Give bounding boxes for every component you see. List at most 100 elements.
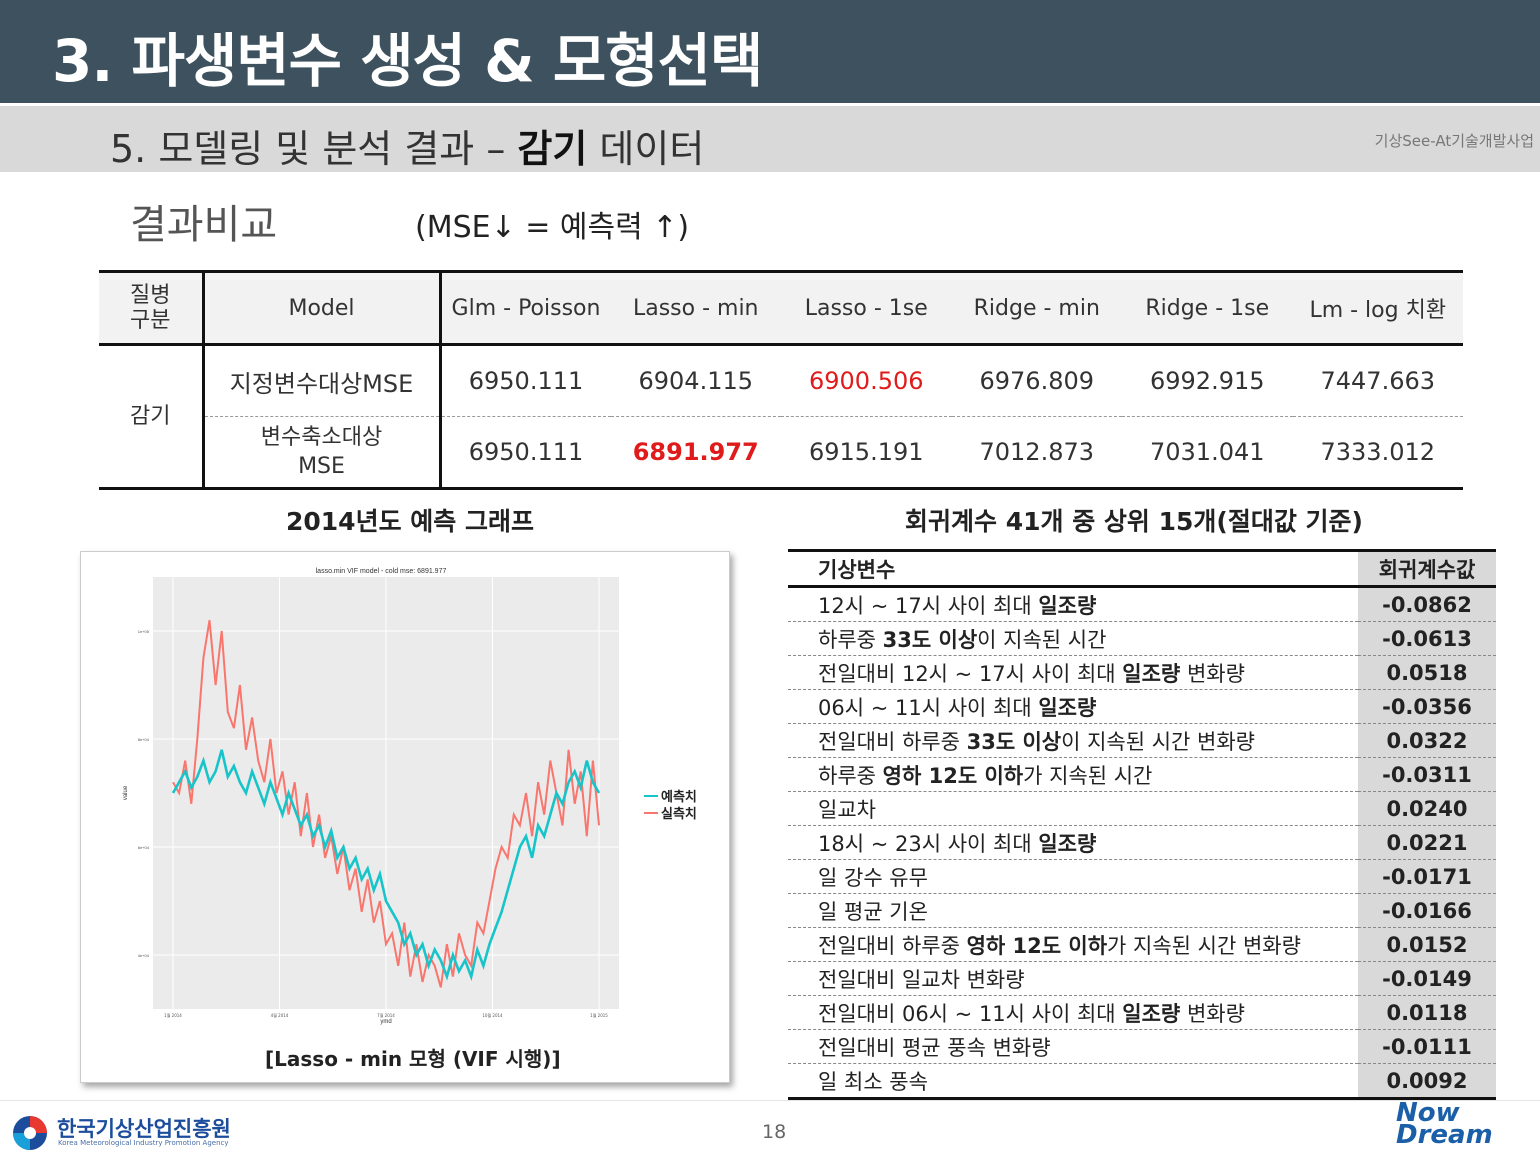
coef-value: 0.0518 [1358, 655, 1496, 690]
legend: 예측치 실측치 [644, 789, 697, 822]
table-cell: 7031.041 [1122, 416, 1293, 490]
row-label: 변수축소대상 MSE [203, 416, 442, 490]
coef-row: 12시 ~ 17시 사이 최대 일조량 -0.0862 [788, 586, 1496, 622]
comparison-row: 감기 지정변수대상MSE 6950.111 6904.115 6900.506 … [99, 344, 1463, 490]
coef-value: 0.0322 [1358, 723, 1496, 758]
coef-name: 18시 ~ 23시 사이 최대 일조량 [788, 825, 1358, 860]
coef-name: 06시 ~ 11시 사이 최대 일조량 [788, 689, 1358, 724]
coef-row: 전일대비 일교차 변화량 -0.0149 [788, 961, 1496, 996]
coef-value: 0.0152 [1358, 927, 1496, 962]
coef-header-value: 회귀계수값 [1358, 549, 1496, 588]
y-tick-label: 6e+04 [138, 845, 150, 850]
coef-row: 하루중 33도 이상이 지속된 시간 -0.0613 [788, 621, 1496, 656]
coef-name: 일 최소 풍속 [788, 1063, 1358, 1100]
coef-row: 전일대비 하루중 영하 12도 이하가 지속된 시간 변화량 0.0152 [788, 927, 1496, 962]
brand-line-2: Dream [1396, 1120, 1493, 1150]
disease-cell: 감기 [99, 344, 205, 490]
coef-value: -0.0862 [1358, 586, 1496, 622]
table-cell: 6915.191 [781, 416, 952, 490]
table-cell: 6950.111 [440, 416, 611, 490]
org-label: 기상See-At기술개발사업 [1374, 132, 1534, 150]
coef-name: 전일대비 평균 풍속 변화량 [788, 1029, 1358, 1064]
subtitle-tail: 데이터 [587, 127, 705, 171]
agency-name-english: Korea Meteorological Industry Promotion … [58, 1139, 229, 1147]
coef-row: 전일대비 06시 ~ 11시 사이 최대 일조량 변화량 0.0118 [788, 995, 1496, 1030]
slide-subtitle: 5. 모델링 및 분석 결과 – 감기 데이터 [110, 118, 704, 173]
y-ticks: 1e+05 8e+04 6e+04 4e+04 [138, 629, 150, 958]
coef-row: 06시 ~ 11시 사이 최대 일조량 -0.0356 [788, 689, 1496, 724]
header-col: Ridge - 1se [1122, 270, 1293, 346]
coef-name: 하루중 영하 12도 이하가 지속된 시간 [788, 757, 1358, 792]
chart-title: lasso.min VIF model - cold mse: 6891.977 [316, 568, 447, 575]
legend-label-actual: 실측치 [661, 806, 697, 822]
coef-name: 일 강수 유무 [788, 859, 1358, 894]
coef-name: 전일대비 일교차 변화량 [788, 961, 1358, 996]
table-cell: 7333.012 [1292, 416, 1463, 490]
y-tick-label: 8e+04 [138, 737, 150, 742]
row-label: 지정변수대상MSE [203, 344, 442, 417]
coef-row: 일 강수 유무 -0.0171 [788, 859, 1496, 894]
mse-note: (MSE↓ = 예측력 ↑) [415, 210, 690, 245]
x-tick-label: 10월 2014 [482, 1012, 503, 1018]
coef-value: -0.0356 [1358, 689, 1496, 724]
coef-name: 하루중 33도 이상이 지속된 시간 [788, 621, 1358, 656]
table-cell: 7012.873 [951, 416, 1122, 490]
section-title: 결과비교 [130, 202, 278, 248]
x-tick-label: 4월 2014 [271, 1012, 289, 1018]
y-tick-label: 1e+05 [138, 629, 150, 634]
footer-divider [0, 1100, 1540, 1101]
brand-line-1: Now [1396, 1098, 1460, 1128]
coef-row: 일교차 0.0240 [788, 791, 1496, 826]
coef-name: 전일대비 12시 ~ 17시 사이 최대 일조량 변화량 [788, 655, 1358, 690]
coef-value: -0.0311 [1358, 757, 1496, 792]
comparison-row: 변수축소대상 MSE 6950.111 6891.977 6915.191 70… [99, 416, 1463, 490]
coef-title: 회귀계수 41개 중 상위 15개(절대값 기준) [905, 507, 1363, 536]
y-tick-label: 4e+04 [138, 953, 150, 958]
coef-row: 전일대비 하루중 33도 이상이 지속된 시간 변화량 0.0322 [788, 723, 1496, 758]
x-axis-label: ymd [380, 1019, 391, 1025]
x-tick-label: 1월 2015 [590, 1012, 608, 1018]
subtitle-bold: 감기 [517, 127, 588, 171]
comparison-header-row: 질병 구분 Model Glm - Poisson Lasso - min La… [99, 270, 1463, 346]
coef-row: 18시 ~ 23시 사이 최대 일조량 0.0221 [788, 825, 1496, 860]
graph-title: 2014년도 예측 그래프 [286, 507, 534, 536]
prediction-chart: lasso.min VIF model - cold mse: 6891.977… [123, 568, 697, 1025]
coef-value: -0.0613 [1358, 621, 1496, 656]
table-cell-highlight: 6900.506 [781, 344, 952, 417]
graph-caption: [Lasso - min 모형 (VIF 시행)] [265, 1047, 561, 1071]
header-model: Model [203, 270, 442, 346]
coef-value: 0.0221 [1358, 825, 1496, 860]
coefficient-table: 기상변수 회귀계수값 12시 ~ 17시 사이 최대 일조량 -0.0862 하루중… [788, 549, 1496, 1100]
legend-label-predict: 예측치 [661, 789, 697, 805]
x-ticks: 1월 2014 4월 2014 7월 2014 10월 2014 1월 2015 [164, 1012, 608, 1018]
coef-header-row: 기상변수 회귀계수값 [788, 549, 1496, 588]
coef-header-name: 기상변수 [788, 549, 1358, 588]
coef-row: 전일대비 평균 풍속 변화량 -0.0111 [788, 1029, 1496, 1064]
coef-row: 일 평균 기온 -0.0166 [788, 893, 1496, 928]
prediction-graph: lasso.min VIF model - cold mse: 6891.977… [80, 551, 730, 1083]
agency-logo: 한국기상산업진흥원 Korea Meteorological Industry … [10, 1113, 231, 1153]
slide-title: 3. 파생변수 생성 & 모형선택 [52, 27, 763, 95]
series-line-predict [171, 749, 601, 982]
coef-name: 일 평균 기온 [788, 893, 1358, 928]
title-bar: 3. 파생변수 생성 & 모형선택 [0, 0, 1540, 103]
header-col: Lasso - min [610, 270, 781, 346]
coef-name: 12시 ~ 17시 사이 최대 일조량 [788, 586, 1358, 622]
brand-logo: Now Dream [1396, 1098, 1493, 1150]
coef-value: 0.0118 [1358, 995, 1496, 1030]
coef-name: 전일대비 06시 ~ 11시 사이 최대 일조량 변화량 [788, 995, 1358, 1030]
header-col: Lm - log 치환 [1292, 270, 1463, 346]
comparison-table: 질병 구분 Model Glm - Poisson Lasso - min La… [99, 270, 1463, 490]
coef-row: 하루중 영하 12도 이하가 지속된 시간 -0.0311 [788, 757, 1496, 792]
agency-logo-icon [13, 1116, 47, 1150]
header-col: Lasso - 1se [781, 270, 952, 346]
table-cell: 6904.115 [610, 344, 781, 417]
coef-name: 전일대비 하루중 33도 이상이 지속된 시간 변화량 [788, 723, 1358, 758]
header-col: Glm - Poisson [440, 270, 611, 346]
page-number: 18 [762, 1121, 787, 1143]
coef-value: 0.0092 [1358, 1063, 1496, 1100]
coef-row: 일 최소 풍속 0.0092 [788, 1063, 1496, 1100]
coef-name: 일교차 [788, 791, 1358, 826]
coef-value: -0.0111 [1358, 1029, 1496, 1064]
x-tick-label: 7월 2014 [377, 1012, 395, 1018]
